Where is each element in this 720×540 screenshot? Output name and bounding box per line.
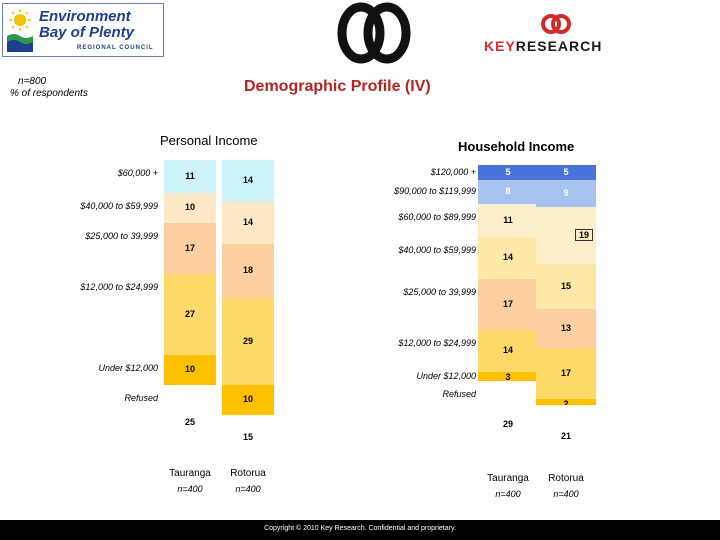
bar-segment-rotorua-120-000: 5 [536, 165, 596, 180]
bar-segment-tauranga-12-000-to-24-999: 27 [164, 274, 216, 355]
data-label: 29 [242, 335, 253, 346]
data-label: 17 [560, 367, 571, 378]
sample-label-rotorua: n=400 [235, 484, 261, 494]
logo-line-1: Environment [39, 8, 131, 25]
bar-segment-tauranga-under-12-000: 10 [164, 355, 216, 385]
data-label: 3 [505, 372, 511, 382]
bar-segment-rotorua-25-000-to-39-999: 18 [222, 244, 274, 298]
bar-segment-rotorua-under-12-000: 2 [536, 399, 596, 409]
row-label-60-000-to-89-999: $60,000 to $89,999 [398, 212, 476, 222]
household-income-title: Household Income [458, 139, 575, 154]
sample-label-tauranga: n=400 [177, 484, 203, 494]
data-label: 13 [560, 322, 571, 333]
bar-segment-rotorua-60-000: 14 [222, 160, 274, 202]
footer-bar: Copyright © 2010 Key Research. Confident… [0, 520, 720, 540]
data-label: 27 [184, 308, 195, 319]
key-research-logo: KEYRESEARCH [482, 10, 632, 60]
double-ring-emblem [337, 2, 411, 64]
bar-segment-rotorua-90-000-to-119-999: 9 [536, 180, 596, 207]
bar-segment-rotorua-60-000-to-89-999: 19 [536, 207, 596, 264]
row-label-40-000-to-59-999: $40,000 to $59,999 [398, 245, 476, 255]
bar-segment-tauranga-12-000-to-24-999: 14 [478, 330, 538, 372]
data-label: 9 [563, 187, 569, 198]
data-label: 18 [242, 265, 253, 275]
unit-label: % of respondents [10, 88, 88, 99]
row-label-refused: Refused [442, 389, 476, 399]
row-label-120-000: $120,000 + [430, 166, 476, 177]
row-label-under-12-000: Under $12,000 [98, 363, 158, 373]
category-label-tauranga: Tauranga [169, 468, 211, 479]
logo-line-2: Bay of Plenty [39, 24, 135, 41]
data-label: 17 [502, 298, 513, 309]
data-label: 2 [563, 399, 569, 409]
data-label: 14 [242, 217, 253, 227]
key-research-wordmark: KEYRESEARCH [484, 38, 603, 54]
data-label: 5 [563, 166, 569, 177]
row-label-40-000-to-59-999: $40,000 to $59,999 [80, 201, 158, 211]
data-label: 11 [503, 214, 513, 225]
personal-income-title: Personal Income [160, 133, 258, 148]
category-label-tauranga: Tauranga [487, 473, 529, 484]
bar-segment-tauranga-40-000-to-59-999: 14 [478, 237, 538, 279]
bar-segment-rotorua-12-000-to-24-999: 29 [222, 298, 274, 385]
copyright-text: Copyright © 2010 Key Research. Confident… [264, 525, 456, 532]
page-title: Demographic Profile (IV) [244, 78, 431, 95]
bar-segment-rotorua-40-000-to-59-999: 14 [222, 202, 274, 244]
data-label: 14 [242, 175, 253, 185]
data-label: 21 [560, 430, 571, 441]
data-label: 5 [505, 166, 511, 177]
row-label-25-000-to-39-999: $25,000 to 39,999 [403, 287, 476, 297]
row-label-12-000-to-24-999: $12,000 to $24,999 [398, 338, 476, 348]
bar-segment-tauranga-25-000-to-39-999: 17 [478, 279, 538, 330]
data-label: 8 [505, 186, 511, 196]
bar-segment-tauranga-90-000-to-119-999: 8 [478, 180, 538, 204]
data-label: 19 [574, 228, 594, 241]
category-label-rotorua: Rotorua [230, 468, 266, 479]
household-income-chart: 5 8 11 14 17 14 3 29 Tauranga n=400 5 9 19 15 13 17 2 21 R… [394, 165, 596, 499]
data-label: 10 [242, 394, 253, 404]
bar-segment-rotorua-under-12-000: 10 [222, 385, 274, 415]
bar-segment-tauranga-60-000: 11 [164, 160, 216, 193]
bar-segment-tauranga-under-12-000: 3 [478, 372, 538, 382]
data-label: 11 [185, 170, 195, 181]
data-label: 15 [560, 280, 571, 291]
data-label: 14 [502, 252, 513, 262]
bar-segment-rotorua-12-000-to-24-999: 17 [536, 348, 596, 399]
bar-segment-tauranga-40-000-to-59-999: 10 [164, 193, 216, 223]
row-label-90-000-to-119-999: $90,000 to $119,999 [394, 186, 476, 196]
data-label: 25 [184, 416, 195, 427]
bar-segment-tauranga-25-000-to-39-999: 17 [164, 223, 216, 274]
sample-label-rotorua: n=400 [553, 489, 579, 499]
data-label: 17 [184, 242, 195, 253]
bar-segment-tauranga-60-000-to-89-999: 11 [478, 204, 538, 237]
sample-size: n=800 [18, 76, 47, 87]
bar-segment-tauranga-refused: 25 [164, 385, 216, 460]
row-label-refused: Refused [124, 393, 158, 403]
row-label-under-12-000: Under $12,000 [416, 370, 476, 381]
bar-segment-tauranga-120-000: 5 [478, 165, 538, 180]
data-label: 29 [502, 418, 513, 429]
data-label: 15 [242, 431, 253, 442]
data-label: 10 [184, 364, 195, 374]
data-label: 10 [184, 202, 195, 212]
bar-segment-rotorua-40-000-to-59-999: 15 [536, 264, 596, 309]
environment-bop-logo: Environment Bay of Plenty REGIONAL COUNC… [2, 3, 164, 57]
key-rings-icon [541, 14, 571, 34]
logo-line-3: REGIONAL COUNCIL [77, 45, 154, 51]
row-label-25-000-to-39-999: $25,000 to 39,999 [85, 231, 158, 241]
bar-segment-rotorua-refused: 15 [222, 415, 274, 460]
bar-segment-tauranga-refused: 29 [478, 381, 538, 468]
bar-segment-rotorua-25-000-to-39-999: 13 [536, 309, 596, 348]
row-label-60-000: $60,000 + [117, 168, 158, 178]
sample-label-tauranga: n=400 [495, 489, 521, 499]
bar-segment-rotorua-refused: 21 [536, 405, 596, 468]
personal-income-chart: 11 10 17 27 10 25 Tauranga n=400 14 14 18 29 10 15 Rot… [80, 160, 274, 494]
category-label-rotorua: Rotorua [548, 473, 584, 484]
row-label-12-000-to-24-999: $12,000 to $24,999 [80, 282, 158, 292]
sun-wave-icon [7, 9, 33, 52]
data-label: 14 [502, 345, 513, 355]
